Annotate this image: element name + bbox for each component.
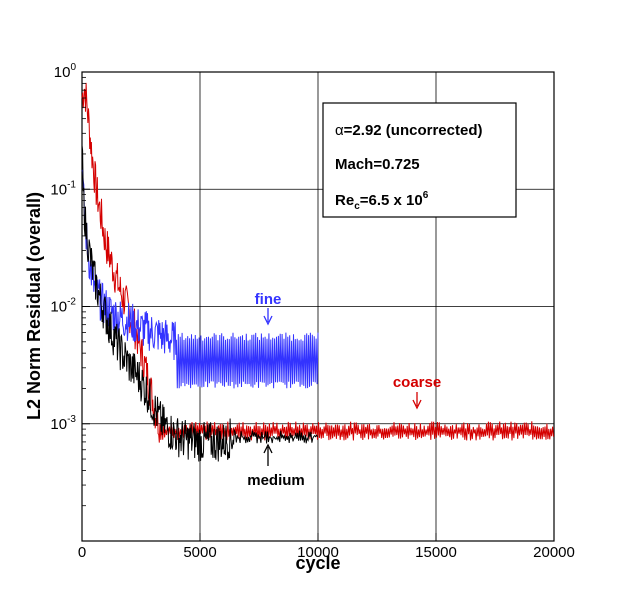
annotation-coarse: coarse bbox=[393, 374, 441, 410]
x-tick-label: 5000 bbox=[183, 544, 216, 561]
x-tick-label: 0 bbox=[78, 544, 86, 561]
annotation-coarse-label: coarse bbox=[393, 374, 441, 391]
info-re-main: Re bbox=[335, 192, 354, 209]
series-line-fine bbox=[81, 168, 319, 389]
x-tick-label: 10000 bbox=[297, 544, 339, 561]
y-tick-label: 100 bbox=[54, 62, 77, 81]
annotation-medium-label: medium bbox=[247, 472, 305, 489]
info-reynolds: Rec=6.5 x 106 bbox=[335, 190, 429, 212]
x-axis-title: cycle bbox=[295, 553, 340, 573]
info-re-sub: c bbox=[354, 201, 360, 212]
annotation-fine-label: fine bbox=[255, 291, 282, 308]
y-tick-label: 10-3 bbox=[50, 414, 76, 433]
y-tick-base: 10 bbox=[50, 299, 67, 316]
info-alpha-text: =2.92 (uncorrected) bbox=[344, 122, 483, 139]
x-tick-label: 20000 bbox=[533, 544, 575, 561]
annotation-fine-arrowhead bbox=[263, 315, 273, 326]
y-tick-exponent: 0 bbox=[70, 62, 76, 73]
annotation-medium: medium bbox=[247, 443, 305, 489]
info-alpha-symbol: α bbox=[335, 122, 344, 139]
info-mach: Mach=0.725 bbox=[335, 156, 420, 173]
y-tick-exponent: -1 bbox=[67, 179, 76, 190]
info-re-sup: 6 bbox=[423, 190, 429, 201]
y-tick-label: 10-2 bbox=[50, 297, 76, 316]
info-box: α=2.92 (uncorrected) Mach=0.725 Rec=6.5 … bbox=[322, 102, 517, 218]
x-tick-label: 15000 bbox=[415, 544, 457, 561]
info-box-frame bbox=[322, 102, 517, 218]
y-tick-base: 10 bbox=[50, 416, 67, 433]
series-line-medium bbox=[81, 145, 318, 462]
y-tick-base: 10 bbox=[54, 64, 71, 81]
info-alpha: α=2.92 (uncorrected) bbox=[335, 122, 482, 139]
y-tick-base: 10 bbox=[50, 181, 67, 198]
y-tick-exponent: -2 bbox=[67, 297, 76, 308]
y-tick-label: 10-1 bbox=[50, 179, 76, 198]
info-re-mid: =6.5 x 10 bbox=[360, 192, 423, 209]
annotation-coarse-arrowhead bbox=[412, 399, 422, 410]
annotation-fine: fine bbox=[255, 291, 282, 326]
y-tick-exponent: -3 bbox=[67, 414, 76, 425]
annotation-medium-arrowhead bbox=[263, 443, 273, 454]
y-axis-title: L2 Norm Residual (overall) bbox=[24, 192, 44, 420]
series-layer bbox=[81, 82, 554, 462]
